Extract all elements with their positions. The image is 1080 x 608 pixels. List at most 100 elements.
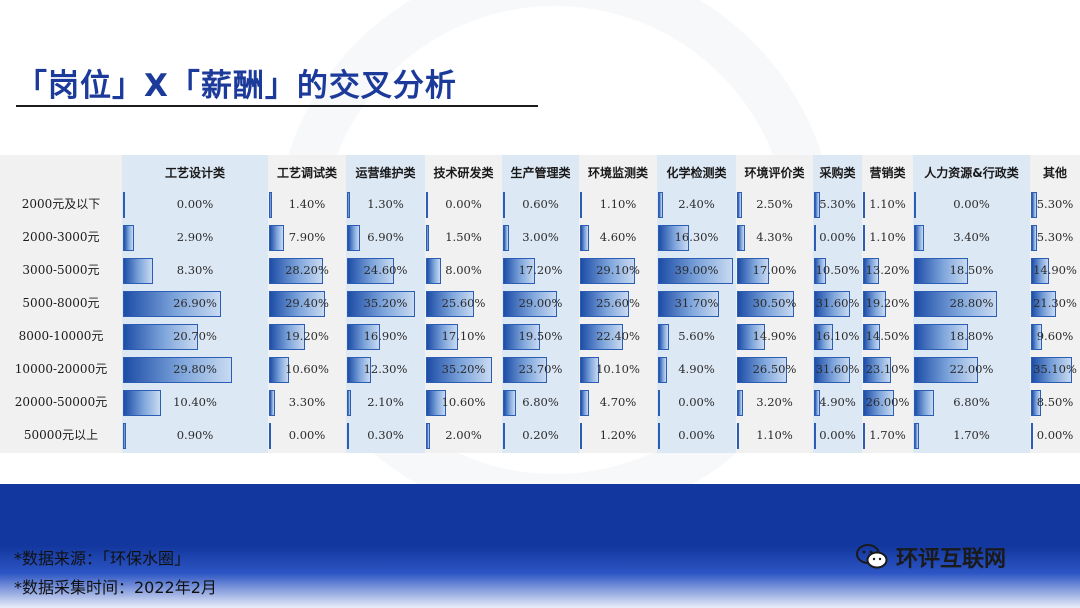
data-bar-r7-50000--c9	[863, 422, 866, 449]
data-label: 20.70%	[173, 329, 217, 343]
data-bar-r0-2000--c3	[426, 191, 428, 218]
data-source-note: *数据来源：「环保水圈」	[14, 549, 191, 568]
data-bar-r3-5000-8000--c2	[347, 290, 415, 317]
data-label: 13.20%	[865, 263, 910, 277]
data-bar-r6-20000-50000--c11	[1031, 389, 1042, 416]
row-label: 2000元及以下	[21, 197, 101, 211]
column-header: 工艺调试类	[276, 166, 337, 180]
data-bar-r2-3000-5000--c4	[503, 257, 536, 284]
data-bar-r3-5000-8000--c11	[1031, 290, 1057, 317]
wechat-icon	[856, 544, 888, 569]
data-bar-r7-50000--c0	[123, 422, 127, 449]
data-label: 26.00%	[865, 395, 910, 409]
data-bar-r6-20000-50000--c10	[914, 389, 934, 416]
data-bar-r0-2000--c7	[737, 191, 742, 218]
data-bar-r3-5000-8000--c7	[737, 290, 795, 317]
data-label: 6.80%	[522, 395, 559, 409]
data-label: 10.60%	[441, 395, 486, 409]
data-label: 19.20%	[285, 329, 329, 343]
data-label: 17.20%	[518, 263, 563, 277]
data-label: 1.70%	[953, 428, 990, 442]
column-header: 采购类	[819, 166, 856, 180]
data-label: 0.00%	[819, 428, 856, 442]
data-label: 3.00%	[522, 230, 559, 244]
data-label: 35.20%	[441, 362, 486, 376]
data-label: 23.10%	[865, 362, 910, 376]
data-bar-r2-3000-5000--c9	[863, 257, 879, 284]
data-bar-r4-8000-10000--c0	[123, 323, 199, 350]
data-bar-r1-2000-3000--c8	[814, 224, 816, 251]
data-bar-r6-20000-50000--c7	[737, 389, 743, 416]
data-label: 14.90%	[752, 329, 797, 343]
data-bar-r0-2000--c4	[503, 191, 505, 218]
data-label: 29.10%	[596, 263, 640, 277]
data-label: 8.50%	[1036, 395, 1074, 409]
data-bar-r6-20000-50000--c5	[580, 389, 589, 416]
data-label: 21.30%	[1033, 296, 1077, 310]
data-label: 0.00%	[176, 197, 214, 211]
data-label: 31.70%	[674, 296, 719, 310]
data-label: 2.50%	[756, 197, 793, 211]
data-label: 4.90%	[678, 362, 715, 376]
data-label: 8.30%	[176, 263, 214, 277]
column-header: 生产管理类	[510, 166, 571, 180]
data-label: 28.20%	[285, 263, 329, 277]
data-bar-r0-2000--c10	[914, 191, 916, 218]
data-bar-r0-2000--c0	[123, 191, 125, 218]
data-label: 14.90%	[1033, 263, 1077, 277]
column-header: 环境评价类	[744, 166, 805, 180]
data-bar-r0-2000--c9	[863, 191, 865, 218]
brand-block: 环评互联网	[856, 542, 1006, 572]
data-bar-r4-8000-10000--c7	[737, 323, 765, 350]
data-bar-r1-2000-3000--c6	[658, 224, 690, 251]
table-grid: 工艺设计类 工艺调试类 运营维护类 技术研发类 生产管理类 环境监测类 化学检测类 环境评价类…	[0, 155, 1080, 453]
data-bar-r0-2000--c1	[269, 191, 272, 218]
data-bar-r0-2000--c2	[347, 191, 350, 218]
data-bar-r0-2000--c8	[814, 191, 821, 218]
data-label: 22.40%	[596, 329, 640, 343]
data-label: 0.20%	[522, 428, 559, 442]
salary-position-table: 工艺设计类 工艺调试类 运营维护类 技术研发类 生产管理类 环境监测类 化学检测类 环境评价类…	[0, 155, 1080, 453]
data-label: 31.60%	[815, 296, 860, 310]
data-label: 1.20%	[599, 428, 637, 442]
data-bar-r4-8000-10000--c1	[269, 323, 306, 350]
page-title: 「岗位」X「薪酬」的交叉分析	[16, 68, 457, 104]
row-label: 8000-10000元	[18, 329, 104, 343]
data-bar-r2-3000-5000--c11	[1031, 257, 1049, 284]
data-bar-r1-2000-3000--c9	[863, 224, 865, 251]
column-header: 其他	[1042, 166, 1067, 180]
data-label: 1.10%	[756, 428, 793, 442]
data-label: 26.50%	[752, 362, 797, 376]
data-label: 28.80%	[949, 296, 994, 310]
footer-banner	[0, 484, 1080, 608]
data-bar-r5-10000-20000--c4	[503, 356, 548, 383]
data-bar-r1-2000-3000--c11	[1031, 224, 1038, 251]
column-header: 化学检测类	[666, 166, 727, 180]
data-bar-r7-50000--c5	[580, 422, 583, 449]
data-label: 1.10%	[599, 197, 637, 211]
data-label: 3.40%	[953, 230, 990, 244]
data-label: 23.70%	[518, 362, 563, 376]
data-label: 0.30%	[367, 428, 404, 442]
data-label: 25.60%	[441, 296, 486, 310]
data-label: 0.00%	[953, 197, 990, 211]
column-header: 技术研发类	[433, 166, 494, 180]
brand-name: 环评互联网	[896, 547, 1007, 572]
data-bar-r6-20000-50000--c6	[658, 389, 660, 416]
data-bar-r2-3000-5000--c8	[814, 257, 827, 284]
column-header: 营销类	[869, 166, 906, 180]
data-label: 17.00%	[752, 263, 797, 277]
data-label: 14.50%	[865, 329, 910, 343]
data-label: 10.50%	[815, 263, 860, 277]
column-header: 运营维护类	[355, 166, 416, 180]
data-bar-r4-8000-10000--c3	[426, 323, 458, 350]
data-label: 5.30%	[819, 197, 856, 211]
data-bar-r4-8000-10000--c4	[503, 323, 540, 350]
data-label: 0.00%	[678, 428, 715, 442]
data-bar-r3-5000-8000--c4	[503, 290, 558, 317]
data-label: 4.70%	[599, 395, 637, 409]
data-bar-r3-5000-8000--c8	[814, 290, 851, 317]
row-label: 20000-50000元	[14, 395, 108, 409]
data-bar-r5-10000-20000--c10	[914, 356, 978, 383]
data-bar-r4-8000-10000--c11	[1031, 323, 1043, 350]
